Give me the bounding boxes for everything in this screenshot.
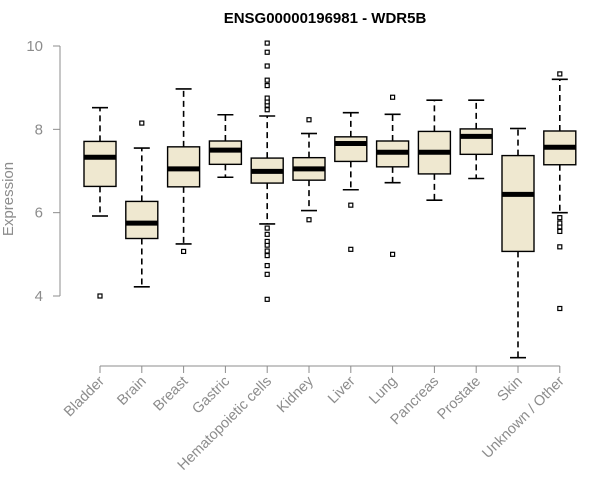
y-axis-label: Expression (0, 162, 17, 236)
box-iqr (501, 154, 535, 253)
x-tick-label: Bladder (61, 373, 108, 420)
box-liver (334, 111, 368, 252)
box-iqr (459, 128, 493, 156)
box-iqr (334, 136, 368, 163)
y-tick-label: 10 (26, 38, 43, 55)
y-tick-label: 8 (35, 121, 43, 138)
box-brain (125, 120, 159, 288)
outlier-point (97, 293, 103, 299)
x-tick-label: Skin (495, 374, 526, 405)
outlier-point (264, 238, 270, 245)
outlier-point (264, 225, 270, 231)
outlier-point (306, 117, 312, 123)
outlier-point (557, 71, 563, 77)
outlier-point (264, 262, 270, 269)
x-tick-label: Liver (325, 373, 359, 407)
boxes-group (83, 40, 577, 359)
outlier-point (264, 49, 270, 55)
x-tick-label: Brain (114, 374, 149, 409)
outlier-point (264, 252, 270, 259)
box-lung (375, 94, 410, 257)
outlier-point (306, 217, 312, 223)
box-iqr (83, 140, 117, 188)
outlier-point (264, 271, 270, 277)
outlier-point (390, 251, 396, 257)
outlier-point (264, 248, 270, 254)
y-axis: 4 6 8 10 (26, 38, 61, 305)
chart-title: ENSG00000196981 - WDR5B (224, 10, 427, 27)
box-unknown-other (543, 71, 577, 312)
box-iqr (125, 200, 159, 240)
outlier-point (557, 220, 563, 226)
x-tick-label: Lung (366, 374, 400, 408)
box-skin (501, 127, 535, 359)
outlier-point (264, 107, 270, 113)
outlier-point (557, 228, 563, 235)
box-gastric (208, 113, 243, 179)
x-tick-label: Breast (150, 374, 191, 415)
outlier-point (139, 120, 145, 126)
x-tick-label: Prostate (435, 374, 484, 423)
outlier-point (264, 40, 270, 46)
outlier-point (264, 231, 270, 237)
outlier-point (557, 244, 563, 250)
outlier-point (557, 305, 563, 312)
y-tick-label: 4 (35, 288, 43, 305)
outlier-point (264, 63, 270, 69)
outlier-point (264, 95, 270, 101)
box-hematopoietic-cells (250, 40, 284, 302)
outlier-point (390, 94, 396, 100)
outlier-point (348, 246, 354, 252)
outlier-point (264, 296, 270, 302)
outlier-point (264, 82, 270, 89)
outlier-point (181, 248, 187, 255)
outlier-point (264, 77, 270, 83)
y-tick-label: 6 (35, 205, 43, 222)
outlier-point (348, 202, 354, 208)
x-tick-label: Kidney (274, 373, 317, 416)
box-pancreas (417, 99, 452, 201)
box-bladder (83, 106, 117, 299)
box-kidney (292, 117, 326, 223)
outlier-point (557, 215, 563, 221)
box-prostate (459, 99, 493, 180)
box-breast (166, 88, 201, 255)
